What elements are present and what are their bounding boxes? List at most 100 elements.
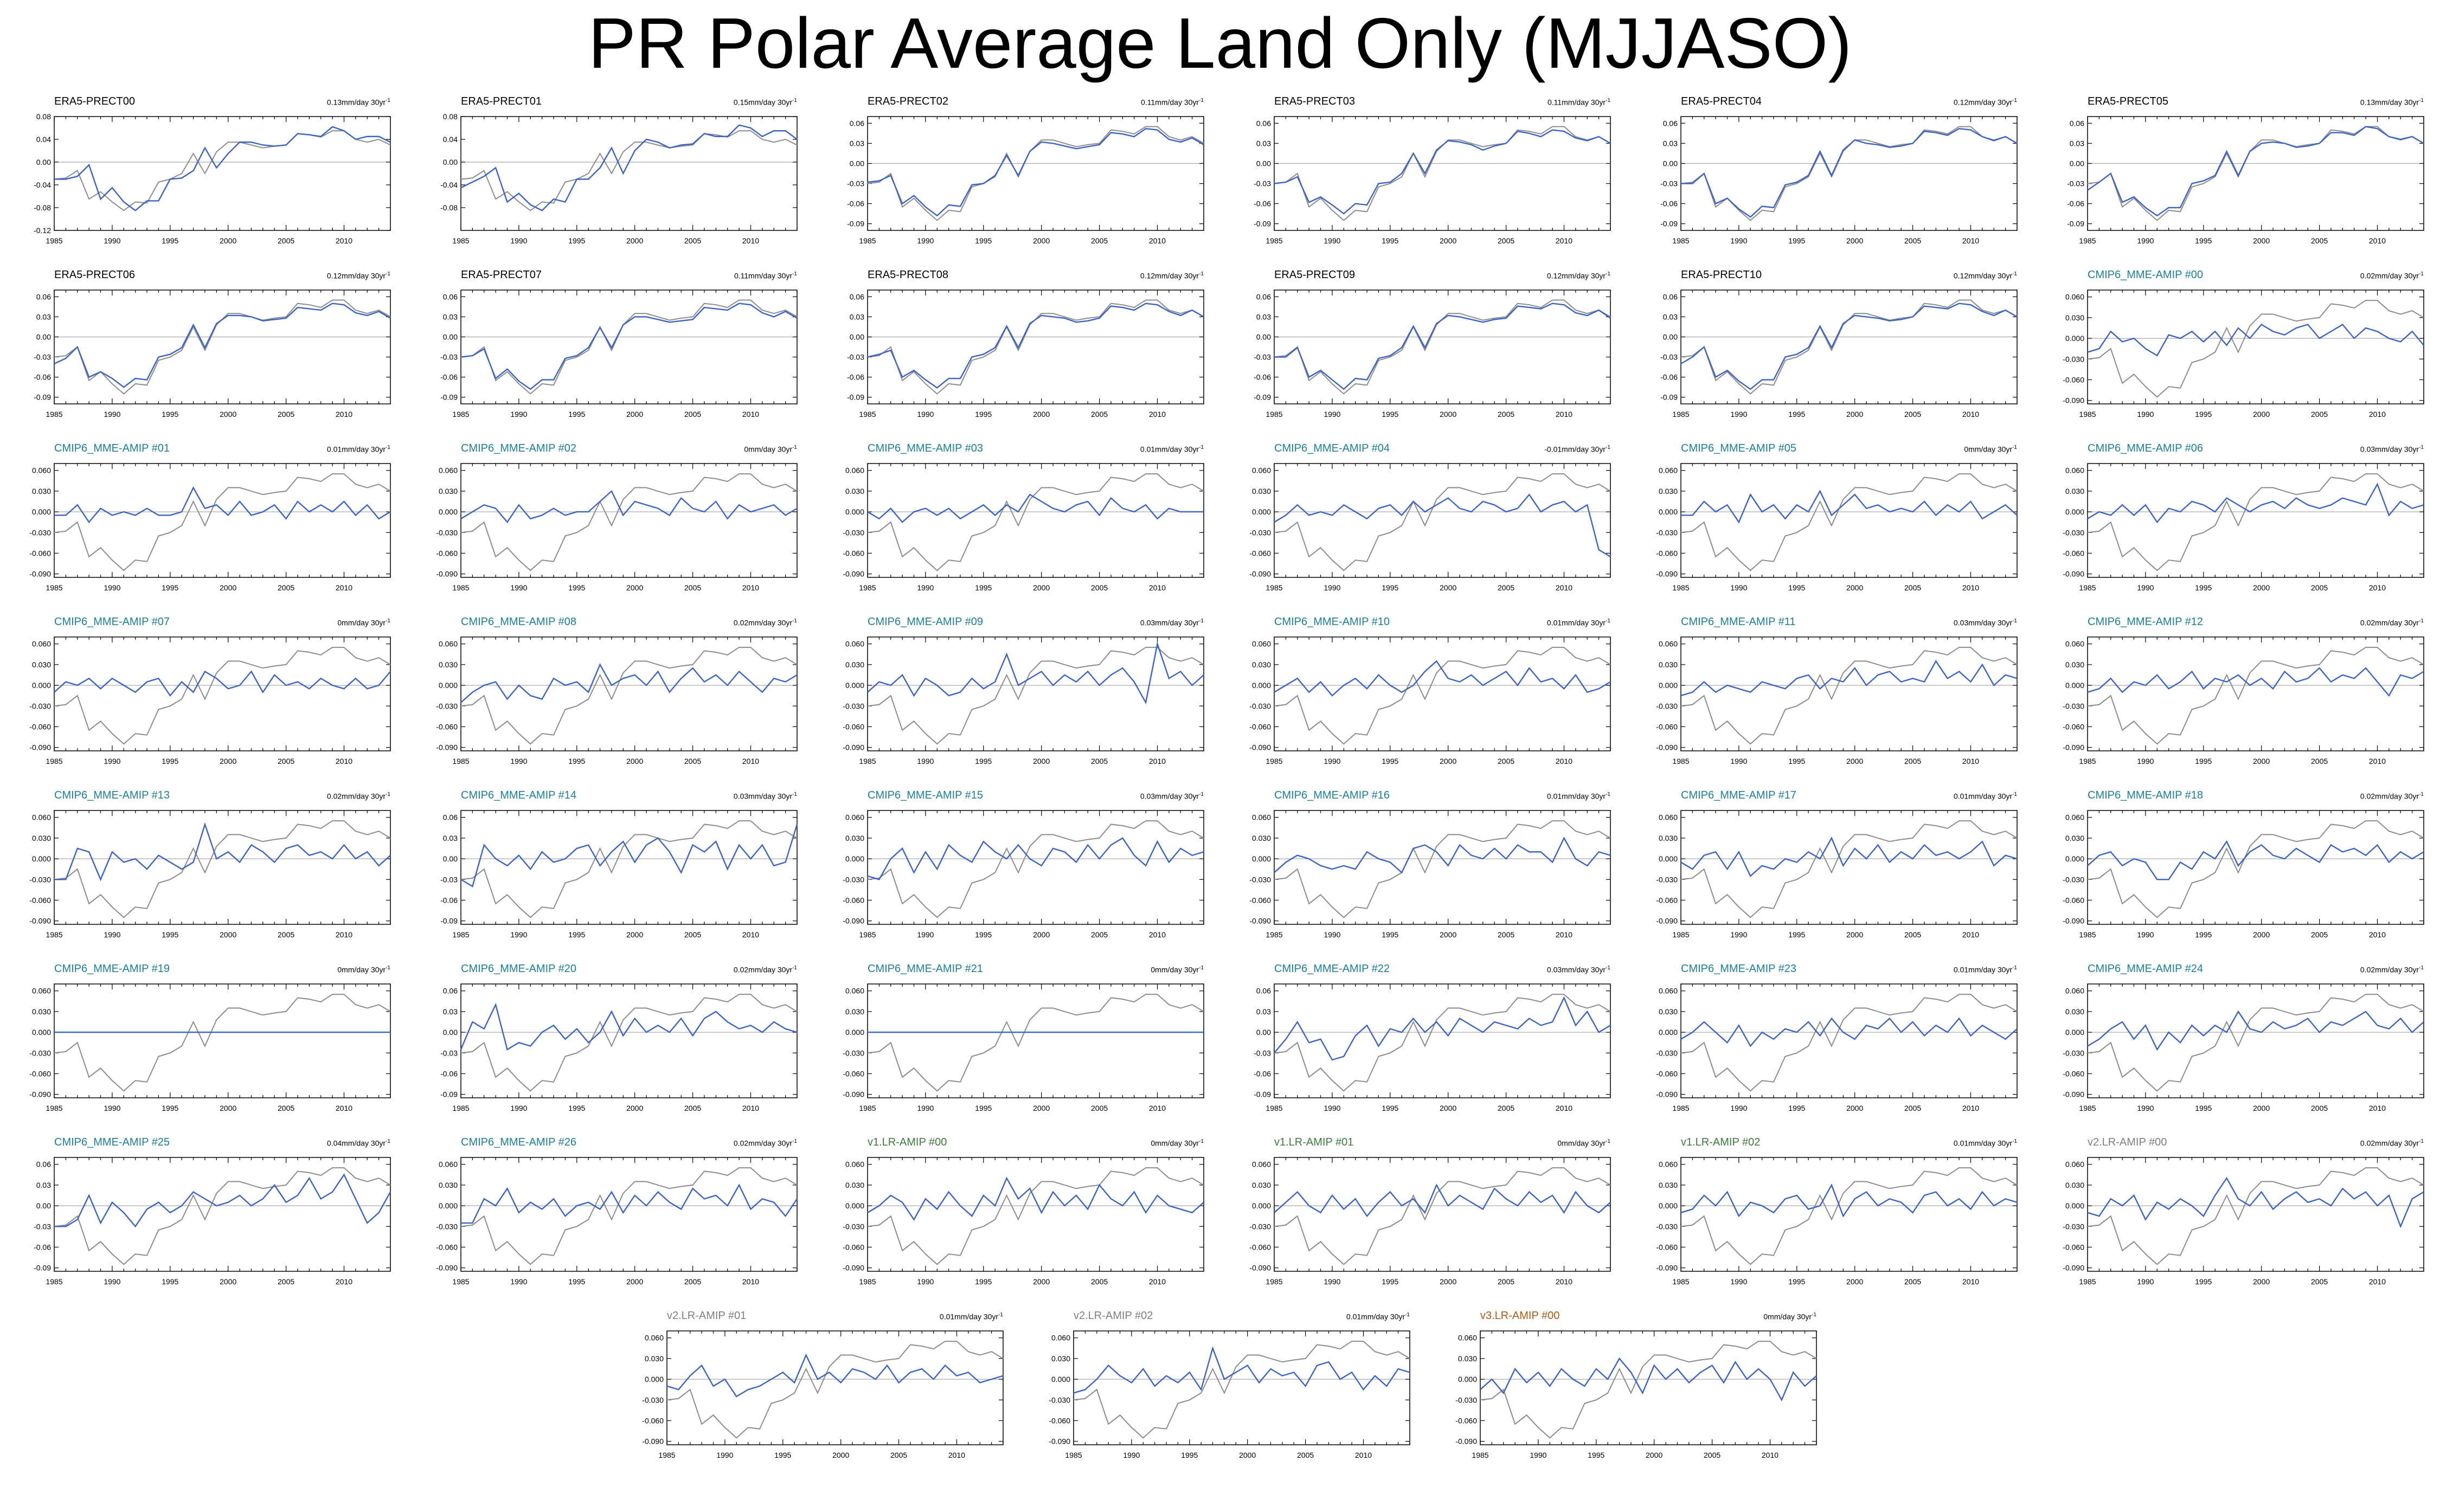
chart-panel: CMIP6_MME-AMIP #21 0mm/day 30yr-1 0.060 0.0… — [843, 962, 1209, 1125]
x-tick-label: 1995 — [1181, 1451, 1198, 1459]
plot-frame — [867, 810, 1204, 925]
y-tick-label: -0.06 — [440, 896, 458, 904]
panel-title: CMIP6_MME-AMIP #18 — [2088, 789, 2204, 801]
model-series-line — [460, 124, 798, 211]
plot-frame — [867, 636, 1204, 751]
y-tick-label: 0.00 — [36, 332, 51, 341]
chart-panel: CMIP6_MME-AMIP #12 0.02mm/day 30yr-1 0.060… — [2063, 615, 2429, 778]
model-series-line — [867, 493, 1204, 523]
panel-plot: 0.060 0.030 0.000 -0.030 -0.060 -0.090 1985 199… — [843, 810, 1204, 939]
x-tick-label: 2010 — [1149, 930, 1166, 939]
y-tick-label: 0.03 — [1256, 139, 1271, 147]
y-tick-label: -0.08 — [34, 203, 51, 212]
trend-value: 0.02mm/day 30yr — [2360, 1138, 2419, 1148]
x-tick-label: 1990 — [1324, 930, 1340, 939]
reference-series-line — [460, 647, 798, 745]
x-tick-label: 1995 — [1788, 757, 1805, 765]
trend-exponent: -1 — [1199, 445, 1204, 451]
trend-value: 0.12mm/day 30yr — [1546, 271, 1606, 280]
x-tick-label: 1990 — [1324, 1104, 1340, 1112]
y-tick-label: -0.090 — [843, 743, 864, 752]
y-tick-label: -0.090 — [2063, 917, 2084, 925]
trend-exponent: -1 — [792, 792, 797, 797]
reference-series-line — [54, 473, 391, 571]
y-tick-label: -0.090 — [1656, 743, 1678, 752]
x-tick-label: 2010 — [2369, 410, 2386, 419]
x-tick-label: 1985 — [2079, 1104, 2096, 1112]
plot-frame — [2087, 463, 2424, 578]
x-tick-label: 2010 — [336, 757, 352, 765]
panel-plot: 0.06 0.03 0.00 -0.03 -0.06 -0.09 1985 1990 1995 2… — [1660, 289, 2018, 419]
reference-series-line — [2087, 994, 2424, 1092]
panel-plot: 0.060 0.030 0.000 -0.030 -0.060 -0.090 1985 199… — [29, 983, 391, 1112]
chart-panel: ERA5-PRECT09 0.12mm/day 30yr-1 0.06 0.03 0.0… — [1254, 268, 1616, 431]
x-tick-label: 2005 — [684, 410, 701, 419]
x-tick-label: 1990 — [1324, 583, 1340, 592]
x-tick-label: 2005 — [1498, 930, 1514, 939]
panel-plot: 0.060 0.030 0.000 -0.030 -0.060 -0.090 1985 199… — [1249, 810, 1611, 939]
y-tick-label: 0.060 — [1252, 813, 1271, 822]
x-tick-label: 2000 — [2253, 236, 2270, 245]
trend-value: 0.13mm/day 30yr — [326, 98, 386, 107]
y-tick-label: 0.000 — [2065, 1201, 2084, 1210]
trend-value: 0.03mm/day 30yr — [1140, 618, 1199, 627]
y-tick-label: -0.090 — [2063, 396, 2084, 405]
reference-series-line — [460, 130, 798, 211]
y-tick-label: -0.06 — [847, 200, 864, 208]
y-tick-label: 0.000 — [2065, 334, 2084, 343]
x-tick-label: 1985 — [859, 757, 876, 765]
y-tick-label: 0.000 — [32, 1028, 51, 1037]
chart-panel: CMIP6_MME-AMIP #03 0.01mm/day 30yr-1 0.060… — [843, 442, 1209, 604]
plot-frame — [2087, 636, 2424, 751]
panel-trend: -0.01mm/day 30yr-1 — [1544, 443, 1610, 454]
panel-title: CMIP6_MME-AMIP #01 — [54, 442, 170, 454]
chart-panel: CMIP6_MME-AMIP #07 0mm/day 30yr-1 0.060 0.0… — [29, 615, 396, 778]
x-tick-label: 1990 — [104, 1277, 120, 1286]
y-tick-label: -0.03 — [440, 875, 458, 884]
x-tick-label: 1990 — [104, 236, 120, 245]
y-tick-label: -0.090 — [843, 570, 864, 578]
y-tick-label: -0.030 — [436, 1222, 458, 1231]
x-tick-label: 1995 — [1788, 236, 1805, 245]
x-tick-label: 1985 — [1266, 236, 1282, 245]
x-tick-label: 2000 — [1033, 1104, 1050, 1112]
y-tick-label: 0.030 — [2065, 660, 2084, 669]
panel-title: ERA5-PRECT10 — [1681, 269, 1762, 281]
x-tick-label: 1990 — [510, 757, 527, 765]
x-tick-label: 2005 — [1498, 410, 1514, 419]
panel-trend: 0mm/day 30yr-1 — [1964, 443, 2017, 454]
y-tick-label: -0.090 — [29, 1090, 51, 1099]
plot-frame — [460, 983, 798, 1098]
x-tick-label: 1995 — [975, 1277, 992, 1286]
x-tick-label: 1995 — [1788, 1277, 1805, 1286]
panel-trend: 0.03mm/day 30yr-1 — [1954, 616, 2017, 628]
y-tick-label: 0.000 — [32, 507, 51, 516]
model-series-line — [867, 837, 1204, 880]
panel-plot: 0.060 0.030 0.000 -0.030 -0.060 -0.090 1985 199… — [1049, 1330, 1410, 1459]
y-tick-label: -0.060 — [436, 1243, 458, 1251]
x-tick-label: 2010 — [2369, 930, 2386, 939]
y-tick-label: 0.060 — [645, 1334, 664, 1342]
x-tick-label: 1990 — [2137, 1277, 2154, 1286]
chart-panel: v2.LR-AMIP #00 0.02mm/day 30yr-1 0.060 0.03… — [2063, 1136, 2429, 1298]
x-tick-label: 2000 — [1846, 1104, 1863, 1112]
x-tick-label: 2000 — [2253, 410, 2270, 419]
y-tick-label: 0.030 — [439, 1181, 458, 1189]
x-tick-label: 2000 — [626, 410, 643, 419]
y-tick-label: -0.06 — [2067, 200, 2084, 208]
y-tick-label: -0.090 — [1249, 570, 1271, 578]
y-tick-label: -0.090 — [436, 570, 458, 578]
x-tick-label: 1995 — [1382, 1104, 1398, 1112]
x-tick-label: 1985 — [1266, 757, 1282, 765]
panel-title: CMIP6_MME-AMIP #21 — [868, 963, 984, 975]
x-tick-label: 1995 — [2195, 930, 2212, 939]
y-tick-label: 0.000 — [1051, 1375, 1070, 1384]
trend-value: 0.02mm/day 30yr — [326, 792, 386, 801]
y-tick-label: -0.060 — [1249, 549, 1271, 557]
model-series-line — [867, 127, 1204, 217]
chart-panel: CMIP6_MME-AMIP #13 0.02mm/day 30yr-1 0.060… — [29, 789, 396, 951]
y-tick-label: 0.030 — [439, 487, 458, 496]
trend-exponent: -1 — [1199, 965, 1204, 971]
plot-frame — [54, 463, 391, 578]
y-tick-label: -0.030 — [1249, 528, 1271, 537]
